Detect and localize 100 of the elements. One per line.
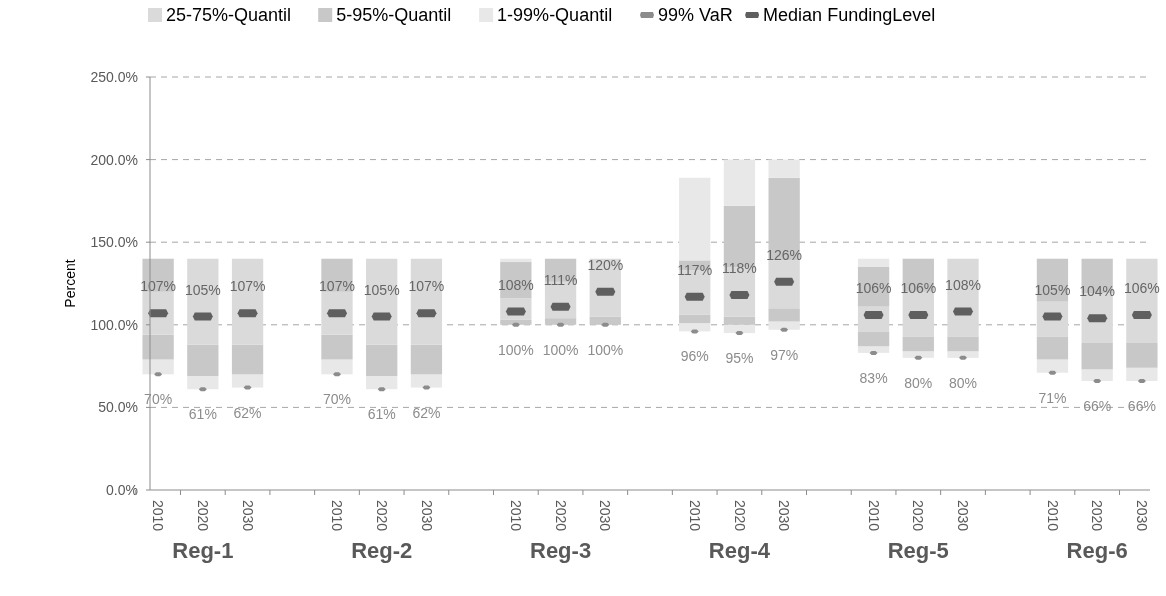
legend-label: 99% VaR xyxy=(658,5,733,26)
bar xyxy=(768,308,800,322)
data-label: 126% xyxy=(766,246,803,263)
bar xyxy=(902,351,934,358)
data-label: 108% xyxy=(497,276,534,293)
data-label: 117% xyxy=(677,261,713,278)
bar xyxy=(768,159,800,178)
data-label: 108% xyxy=(945,276,981,293)
data-label: 71% xyxy=(1038,389,1067,406)
x-tick-label: 2020 xyxy=(1089,500,1106,532)
text: Reg-1 xyxy=(172,538,234,563)
data-label: 100% xyxy=(542,341,579,358)
data-label: 97% xyxy=(770,346,799,363)
x-tick-label: 2010 xyxy=(686,500,703,532)
data-label: 70% xyxy=(144,391,173,408)
bar xyxy=(902,336,934,352)
data-label: 100% xyxy=(497,341,534,358)
x-tick-label: 2020 xyxy=(910,500,927,532)
x-tick-label: 2030 xyxy=(418,500,435,532)
bar xyxy=(410,344,443,375)
bar xyxy=(500,319,532,325)
bar xyxy=(366,258,398,345)
data-label: 107% xyxy=(408,278,445,295)
x-tick-label: 2030 xyxy=(776,500,793,532)
text: Reg-4 xyxy=(708,538,771,563)
x-tick-label: 2020 xyxy=(373,500,390,532)
data-label: 105% xyxy=(363,281,400,298)
legend-label: 1-99%-Quantil xyxy=(497,5,613,26)
bar xyxy=(947,351,979,358)
data-label: 61% xyxy=(367,406,396,423)
bar xyxy=(723,316,756,325)
bar xyxy=(589,316,621,325)
y-axis-title: Percent xyxy=(62,259,78,308)
data-label: 106% xyxy=(1123,279,1160,296)
data-label: 62% xyxy=(412,404,441,421)
data-label: 80% xyxy=(949,374,978,391)
y-tick-label: 50.0% xyxy=(98,399,138,416)
bar xyxy=(187,258,219,345)
y-tick-label: 200.0% xyxy=(90,151,138,168)
bar xyxy=(142,359,174,375)
text: Reg-6 xyxy=(1066,538,1128,563)
text: Reg-5 xyxy=(887,538,949,563)
bar xyxy=(723,324,756,334)
data-label: 106% xyxy=(855,279,892,296)
bar xyxy=(768,321,800,330)
bar xyxy=(723,159,756,206)
data-label: 100% xyxy=(587,341,624,358)
bar xyxy=(187,376,219,390)
data-label: 66% xyxy=(1083,397,1112,414)
data-label: 120% xyxy=(587,256,624,273)
data-label: 105% xyxy=(1034,281,1071,298)
bar xyxy=(231,374,264,388)
bar xyxy=(321,359,353,375)
bar xyxy=(1126,367,1158,381)
bar xyxy=(947,336,979,352)
x-tick-label: 2020 xyxy=(552,500,569,532)
data-label: 111% xyxy=(543,271,578,288)
data-label: 118% xyxy=(722,260,757,277)
bar xyxy=(321,334,353,360)
legend-label: 25-75%-Quantil xyxy=(166,5,292,26)
bar xyxy=(679,314,711,324)
bar xyxy=(1126,258,1158,343)
data-label: 104% xyxy=(1079,283,1116,300)
x-tick-label: 2030 xyxy=(597,500,614,532)
x-tick-label: 2020 xyxy=(731,500,748,532)
data-label: 62% xyxy=(233,404,262,421)
bar xyxy=(410,374,443,388)
x-tick-label: 2010 xyxy=(329,500,346,532)
y-tick-label: 150.0% xyxy=(90,234,138,251)
bar xyxy=(1081,342,1113,370)
data-label: 66% xyxy=(1127,397,1156,414)
x-tick-label: 2020 xyxy=(194,500,211,532)
legend-label: 5-95%-Quantil xyxy=(336,5,452,26)
data-label: 105% xyxy=(184,281,221,298)
data-label: 106% xyxy=(900,279,937,296)
bar xyxy=(231,344,264,375)
data-label: 107% xyxy=(140,278,177,295)
bar xyxy=(1036,336,1069,360)
data-label: 107% xyxy=(229,278,266,295)
text: Reg-2 xyxy=(351,538,413,563)
data-label: 107% xyxy=(319,278,355,295)
bar xyxy=(1036,359,1069,373)
bar xyxy=(679,177,711,261)
text: Reg-3 xyxy=(530,538,592,563)
bar xyxy=(857,331,890,347)
bar xyxy=(768,260,800,309)
x-tick-label: 2030 xyxy=(955,500,972,532)
x-tick-label: 2010 xyxy=(865,500,882,532)
bar xyxy=(187,344,219,377)
bar xyxy=(1126,342,1158,368)
data-label: 96% xyxy=(680,348,709,365)
data-label: 70% xyxy=(322,391,351,408)
bar xyxy=(544,318,577,325)
x-tick-label: 2030 xyxy=(1133,500,1150,532)
bar xyxy=(768,177,800,261)
data-label: 83% xyxy=(859,369,888,386)
y-tick-label: 250.0% xyxy=(90,68,138,85)
data-label: 95% xyxy=(725,350,754,367)
bar xyxy=(857,346,890,353)
y-tick-label: 0.0% xyxy=(106,481,138,498)
